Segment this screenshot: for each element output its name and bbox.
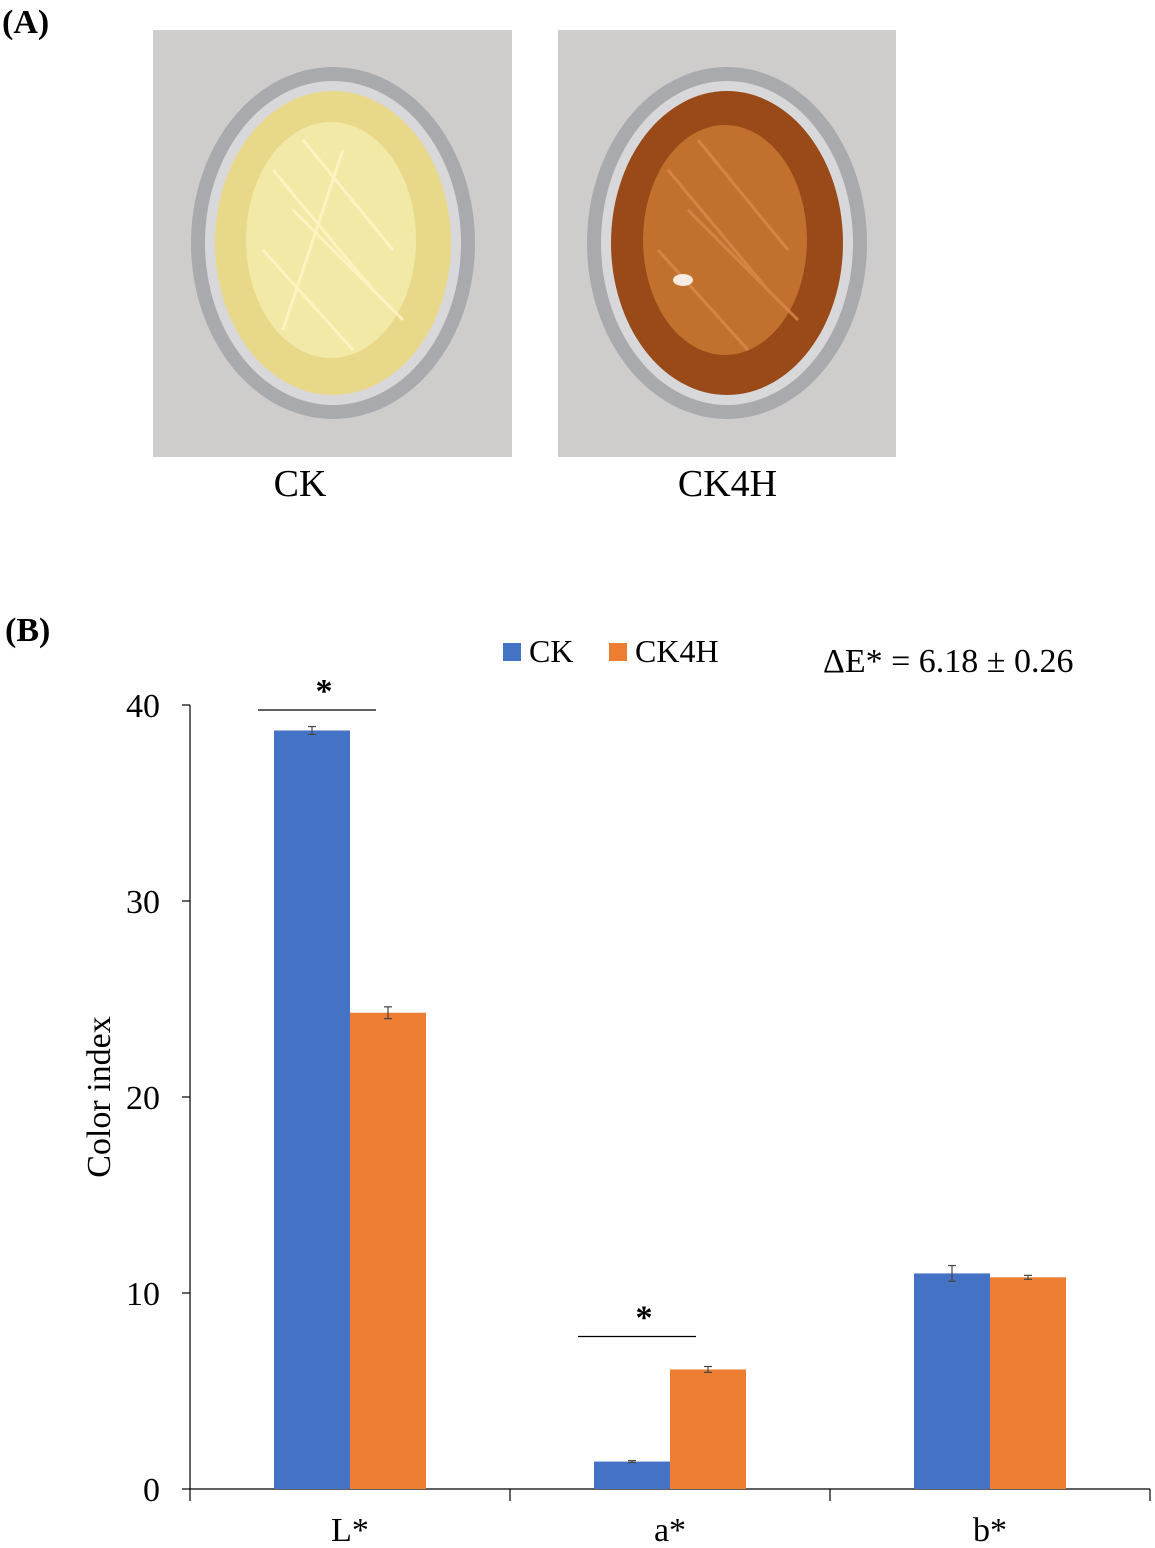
x-tick-label: L* bbox=[331, 1512, 369, 1548]
panel-b-label: (B) bbox=[5, 612, 51, 649]
bar-ck-2 bbox=[914, 1273, 990, 1489]
y-axis-title: Color index bbox=[81, 1016, 118, 1177]
ck-sample-photo bbox=[153, 30, 512, 457]
legend-swatch-ck4h bbox=[609, 643, 627, 661]
y-tick-label: 20 bbox=[126, 1080, 160, 1117]
bar-ck-1 bbox=[594, 1461, 670, 1489]
ck4h-sample-photo bbox=[558, 30, 896, 457]
y-tick-label: 10 bbox=[126, 1276, 160, 1313]
legend-label-ck4h: CK4H bbox=[635, 633, 719, 669]
y-tick-label: 30 bbox=[126, 884, 160, 921]
y-tick-label: 40 bbox=[126, 688, 160, 725]
y-tick-label: 0 bbox=[143, 1472, 160, 1509]
x-tick-label: b* bbox=[973, 1512, 1007, 1548]
bar-ck-0 bbox=[274, 730, 350, 1489]
legend-label-ck: CK bbox=[529, 633, 573, 669]
ck-caption: CK bbox=[273, 463, 327, 505]
bar-ck4h-2 bbox=[990, 1277, 1066, 1489]
legend-swatch-ck bbox=[503, 643, 521, 661]
delta-e-annotation: ΔE* = 6.18 ± 0.26 bbox=[823, 643, 1073, 680]
bar-ck4h-0 bbox=[350, 1012, 426, 1489]
ck4h-caption: CK4H bbox=[677, 463, 778, 505]
x-tick-label: a* bbox=[654, 1512, 686, 1548]
bar-ck4h-1 bbox=[670, 1369, 746, 1489]
panel-a-label: (A) bbox=[2, 4, 50, 41]
significance-star: * bbox=[636, 1300, 653, 1337]
significance-star: * bbox=[316, 673, 333, 710]
